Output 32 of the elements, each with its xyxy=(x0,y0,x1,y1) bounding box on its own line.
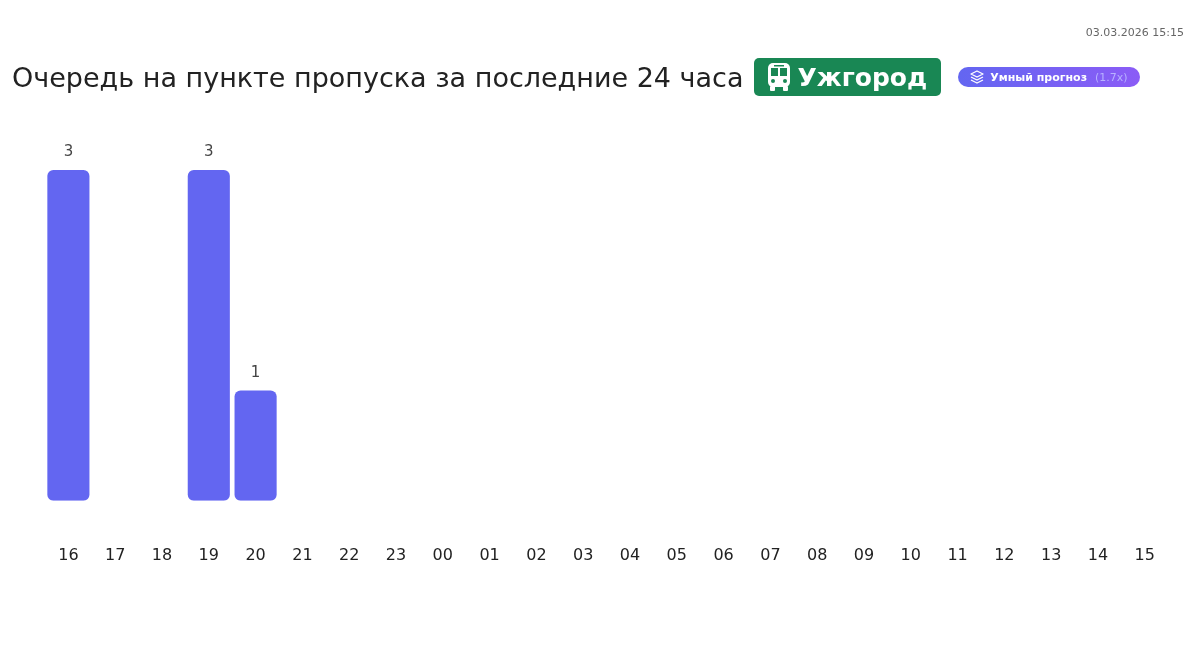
x-tick-label: 04 xyxy=(619,544,641,564)
x-tick-label: 21 xyxy=(292,544,313,564)
x-tick-label: 10 xyxy=(900,544,921,564)
x-tick-label: 14 xyxy=(1087,544,1109,564)
chart-title: Очередь на пункте пропуска за последние 24 часа xyxy=(12,61,744,93)
x-tick-label: 07 xyxy=(760,544,781,564)
x-tick-label: 02 xyxy=(526,544,547,564)
x-tick-label: 18 xyxy=(151,544,173,564)
x-tick-label: 06 xyxy=(713,544,734,564)
x-tick-label: 03 xyxy=(573,544,594,564)
x-tick-label: 12 xyxy=(994,544,1015,564)
x-tick-label: 11 xyxy=(947,544,968,564)
x-tick-label: 20 xyxy=(245,544,266,564)
data-label: 3 xyxy=(204,142,214,161)
text: (1.7x) xyxy=(1095,70,1128,84)
x-tick-label: 22 xyxy=(339,544,360,564)
x-tick-label: 09 xyxy=(853,544,875,564)
data-label: 1 xyxy=(250,362,261,381)
x-tick-label: 16 xyxy=(58,544,79,564)
data-label: 3 xyxy=(63,142,74,161)
x-tick-label: 00 xyxy=(432,544,453,564)
x-tick-label: 13 xyxy=(1040,544,1062,564)
x-tick-label: 23 xyxy=(385,544,407,564)
x-tick-label: 15 xyxy=(1134,544,1155,564)
x-tick-label: 19 xyxy=(198,544,219,564)
text: 03.03.2026 15:15 xyxy=(1085,26,1184,39)
text: Умный прогноз xyxy=(990,70,1088,84)
x-tick-label: 17 xyxy=(105,544,126,564)
text: Ужгород xyxy=(797,62,928,92)
x-tick-label: 01 xyxy=(479,544,500,564)
x-tick-label: 05 xyxy=(666,544,687,564)
x-tick-label: 08 xyxy=(806,544,828,564)
